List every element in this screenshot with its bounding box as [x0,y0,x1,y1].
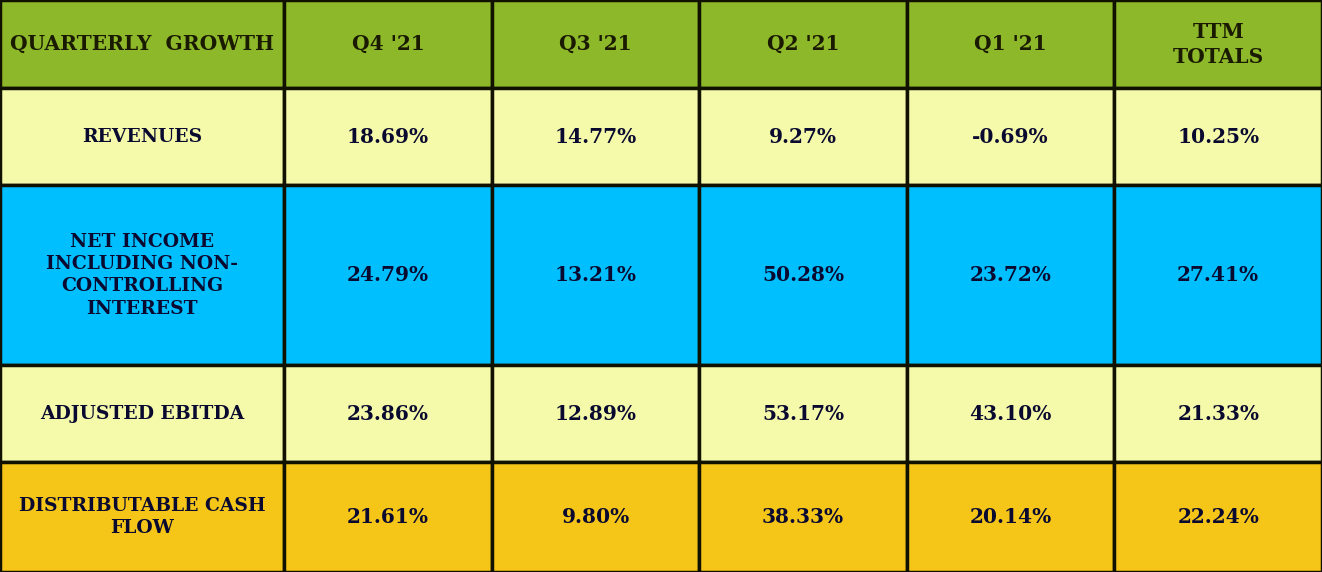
Text: -0.69%: -0.69% [973,127,1048,147]
Text: NET INCOME
INCLUDING NON-
CONTROLLING
INTEREST: NET INCOME INCLUDING NON- CONTROLLING IN… [46,233,238,317]
Text: 9.80%: 9.80% [562,507,629,527]
Text: Q4 '21: Q4 '21 [352,34,424,54]
Text: TTM
TOTALS: TTM TOTALS [1173,22,1264,66]
Bar [1114,462,1322,572]
Text: ADJUSTED EBITDA: ADJUSTED EBITDA [40,404,245,423]
Text: 38.33%: 38.33% [761,507,845,527]
Bar [699,0,907,88]
Text: 18.69%: 18.69% [346,127,430,147]
Text: 23.86%: 23.86% [346,404,430,424]
Bar [699,185,907,365]
Bar [907,365,1114,462]
Bar [1114,88,1322,185]
Bar [1114,365,1322,462]
Text: 50.28%: 50.28% [761,265,845,285]
Bar [699,365,907,462]
Text: 22.24%: 22.24% [1178,507,1259,527]
Text: 9.27%: 9.27% [769,127,837,147]
Bar [907,462,1114,572]
Bar [492,88,699,185]
Text: 10.25%: 10.25% [1177,127,1260,147]
Bar [492,365,699,462]
Text: 21.33%: 21.33% [1177,404,1260,424]
Bar [284,462,492,572]
Text: 24.79%: 24.79% [346,265,430,285]
Bar [0,185,284,365]
Bar [699,88,907,185]
Text: Q3 '21: Q3 '21 [559,34,632,54]
Text: 21.61%: 21.61% [346,507,430,527]
Bar [284,365,492,462]
Text: 27.41%: 27.41% [1177,265,1260,285]
Bar [0,0,284,88]
Text: 23.72%: 23.72% [970,265,1051,285]
Text: 53.17%: 53.17% [761,404,845,424]
Bar [907,185,1114,365]
Text: Q2 '21: Q2 '21 [767,34,839,54]
Text: Q1 '21: Q1 '21 [974,34,1047,54]
Bar [284,0,492,88]
Bar [907,88,1114,185]
Text: QUARTERLY  GROWTH: QUARTERLY GROWTH [11,34,274,54]
Text: 20.14%: 20.14% [969,507,1052,527]
Text: REVENUES: REVENUES [82,128,202,146]
Text: DISTRIBUTABLE CASH
FLOW: DISTRIBUTABLE CASH FLOW [19,497,266,537]
Text: 12.89%: 12.89% [554,404,637,424]
Bar [699,462,907,572]
Bar [492,462,699,572]
Bar [492,0,699,88]
Bar [492,185,699,365]
Bar [284,88,492,185]
Bar [907,0,1114,88]
Bar [0,462,284,572]
Bar [1114,0,1322,88]
Text: 14.77%: 14.77% [554,127,637,147]
Bar [0,88,284,185]
Text: 43.10%: 43.10% [969,404,1052,424]
Bar [284,185,492,365]
Bar [0,365,284,462]
Bar [1114,185,1322,365]
Text: 13.21%: 13.21% [554,265,637,285]
